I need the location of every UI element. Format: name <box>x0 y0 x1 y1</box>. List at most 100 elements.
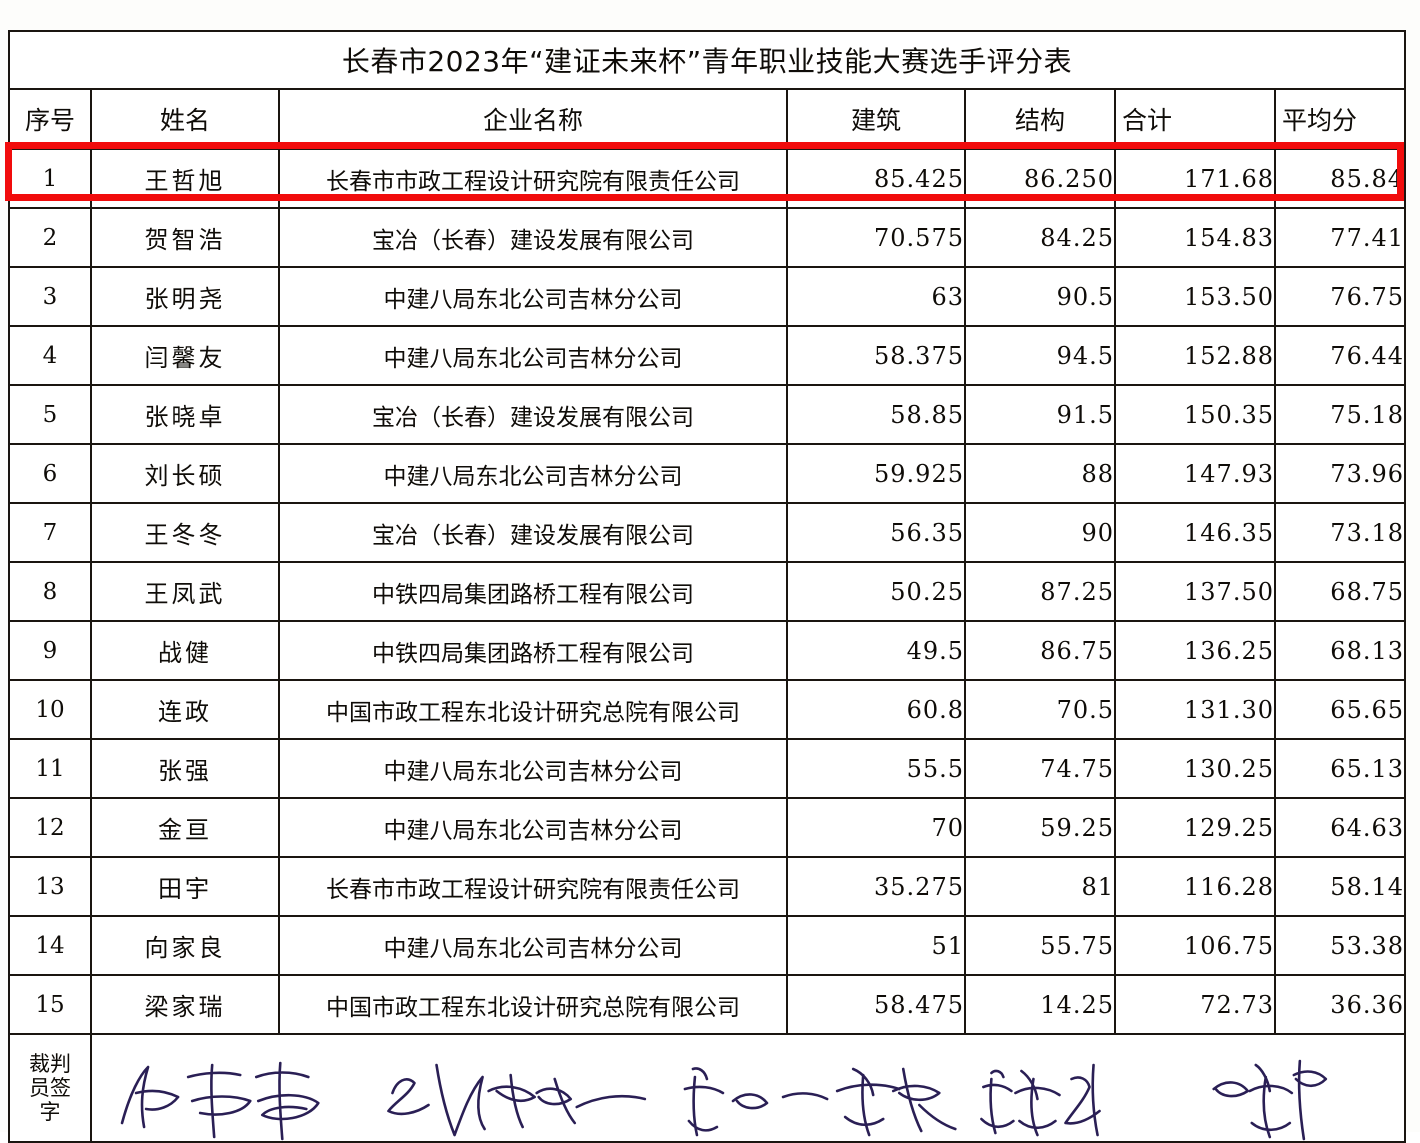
cell-company: 中国市政工程东北设计研究总院有限公司 <box>278 974 788 1035</box>
cell-total: 137.50 <box>1114 561 1276 622</box>
document-title: 长春市2023年“建证未来杯”青年职业技能大赛选手评分表 <box>7 30 1407 90</box>
cell-arch: 50.25 <box>786 561 966 622</box>
cell-struct: 84.25 <box>964 207 1116 268</box>
cell-arch: 59.925 <box>786 443 966 504</box>
cell-name: 刘长硕 <box>90 443 280 504</box>
cell-arch: 70.575 <box>786 207 966 268</box>
cell-company: 中建八局东北公司吉林分公司 <box>278 266 788 327</box>
cell-index: 4 <box>8 325 92 386</box>
table-row: 7 王冬冬 宝冶（长春）建设发展有限公司 56.35 90 146.35 73.18 <box>8 502 1407 563</box>
signature-label-line: 员签 <box>29 1075 71 1100</box>
cell-struct: 90.5 <box>964 266 1116 327</box>
cell-total: 106.75 <box>1114 915 1276 976</box>
signature-label-line: 裁判 <box>29 1051 71 1076</box>
cell-struct: 86.75 <box>964 620 1116 681</box>
table-row: 12 金亘 中建八局东北公司吉林分公司 70 59.25 129.25 64.63 <box>8 797 1407 858</box>
table-row: 8 王凤武 中铁四局集团路桥工程有限公司 50.25 87.25 137.50 68.75 <box>8 561 1407 622</box>
cell-struct: 86.250 <box>964 148 1116 209</box>
cell-company: 中铁四局集团路桥工程有限公司 <box>278 561 788 622</box>
cell-average: 75.18 <box>1273 384 1407 445</box>
signature-row-label: 裁判 员签字 <box>8 1033 92 1143</box>
cell-index: 7 <box>8 502 92 563</box>
cell-company: 宝冶（长春）建设发展有限公司 <box>278 502 788 563</box>
table-header-row: 序号 姓名 企业名称 建筑 结构 合计 平均分 <box>8 88 1407 150</box>
cell-total: 129.25 <box>1114 797 1276 858</box>
signature-row: 裁判 员签字 <box>8 1033 1407 1143</box>
cell-company: 中建八局东北公司吉林分公司 <box>278 915 788 976</box>
cell-arch: 51 <box>786 915 966 976</box>
cell-total: 130.25 <box>1114 738 1276 799</box>
signature-label-line: 字 <box>39 1100 61 1125</box>
cell-average: 58.14 <box>1273 856 1407 917</box>
cell-index: 14 <box>8 915 92 976</box>
cell-index: 3 <box>8 266 92 327</box>
cell-name: 张明尧 <box>90 266 280 327</box>
cell-average: 73.96 <box>1273 443 1407 504</box>
cell-total: 154.83 <box>1114 207 1276 268</box>
cell-company: 长春市市政工程设计研究院有限责任公司 <box>278 856 788 917</box>
cell-name: 贺智浩 <box>90 207 280 268</box>
cell-name: 向家良 <box>90 915 280 976</box>
cell-total: 131.30 <box>1114 679 1276 740</box>
cell-average: 53.38 <box>1273 915 1407 976</box>
table-row: 1 王哲旭 长春市市政工程设计研究院有限责任公司 85.425 86.250 171.68… <box>8 148 1407 209</box>
cell-arch: 58.85 <box>786 384 966 445</box>
cell-total: 153.50 <box>1114 266 1276 327</box>
title-row: 长春市2023年“建证未来杯”青年职业技能大赛选手评分表 <box>7 30 1407 90</box>
cell-name: 梁家瑞 <box>90 974 280 1035</box>
cell-name: 田宇 <box>90 856 280 917</box>
cell-company: 中建八局东北公司吉林分公司 <box>278 738 788 799</box>
cell-average: 65.65 <box>1273 679 1407 740</box>
cell-total: 171.68 <box>1114 148 1276 209</box>
cell-average: 36.36 <box>1273 974 1407 1035</box>
cell-name: 闫馨友 <box>90 325 280 386</box>
cell-average: 64.63 <box>1273 797 1407 858</box>
cell-average: 73.18 <box>1273 502 1407 563</box>
score-table: 长春市2023年“建证未来杯”青年职业技能大赛选手评分表 序号 姓名 企业名称 建筑 结构… <box>7 30 1407 1143</box>
cell-index: 2 <box>8 207 92 268</box>
cell-index: 8 <box>8 561 92 622</box>
column-header-arch: 建筑 <box>786 88 966 150</box>
cell-total: 147.93 <box>1114 443 1276 504</box>
table-row: 11 张强 中建八局东北公司吉林分公司 55.5 74.75 130.25 65.13 <box>8 738 1407 799</box>
cell-index: 11 <box>8 738 92 799</box>
column-header-average: 平均分 <box>1273 88 1407 150</box>
cell-struct: 14.25 <box>964 974 1116 1035</box>
cell-struct: 90 <box>964 502 1116 563</box>
signature-area[interactable] <box>89 1033 1407 1143</box>
cell-struct: 74.75 <box>964 738 1116 799</box>
cell-company: 中铁四局集团路桥工程有限公司 <box>278 620 788 681</box>
table-row: 13 田宇 长春市市政工程设计研究院有限责任公司 35.275 81 116.28 58.1… <box>8 856 1407 917</box>
cell-company: 中建八局东北公司吉林分公司 <box>278 443 788 504</box>
column-header-company: 企业名称 <box>278 88 788 150</box>
table-row: 5 张晓卓 宝冶（长春）建设发展有限公司 58.85 91.5 150.35 75.18 <box>8 384 1407 445</box>
table-row: 14 向家良 中建八局东北公司吉林分公司 51 55.75 106.75 53.38 <box>8 915 1407 976</box>
cell-index: 1 <box>8 148 92 209</box>
cell-company: 中国市政工程东北设计研究总院有限公司 <box>278 679 788 740</box>
cell-average: 76.75 <box>1273 266 1407 327</box>
table-row: 9 战健 中铁四局集团路桥工程有限公司 49.5 86.75 136.25 68.13 <box>8 620 1407 681</box>
cell-name: 王哲旭 <box>90 148 280 209</box>
cell-struct: 88 <box>964 443 1116 504</box>
cell-arch: 35.275 <box>786 856 966 917</box>
cell-average: 68.13 <box>1273 620 1407 681</box>
cell-arch: 63 <box>786 266 966 327</box>
table-row: 4 闫馨友 中建八局东北公司吉林分公司 58.375 94.5 152.88 76.44 <box>8 325 1407 386</box>
cell-total: 72.73 <box>1114 974 1276 1035</box>
cell-arch: 49.5 <box>786 620 966 681</box>
table-row: 10 连政 中国市政工程东北设计研究总院有限公司 60.8 70.5 131.30 65.6… <box>8 679 1407 740</box>
cell-average: 76.44 <box>1273 325 1407 386</box>
cell-name: 张强 <box>90 738 280 799</box>
cell-index: 6 <box>8 443 92 504</box>
cell-company: 长春市市政工程设计研究院有限责任公司 <box>278 148 788 209</box>
cell-total: 146.35 <box>1114 502 1276 563</box>
cell-struct: 94.5 <box>964 325 1116 386</box>
cell-average: 68.75 <box>1273 561 1407 622</box>
cell-name: 战健 <box>90 620 280 681</box>
column-header-name: 姓名 <box>90 88 280 150</box>
cell-company: 宝冶（长春）建设发展有限公司 <box>278 207 788 268</box>
cell-struct: 70.5 <box>964 679 1116 740</box>
cell-total: 150.35 <box>1114 384 1276 445</box>
cell-total: 136.25 <box>1114 620 1276 681</box>
